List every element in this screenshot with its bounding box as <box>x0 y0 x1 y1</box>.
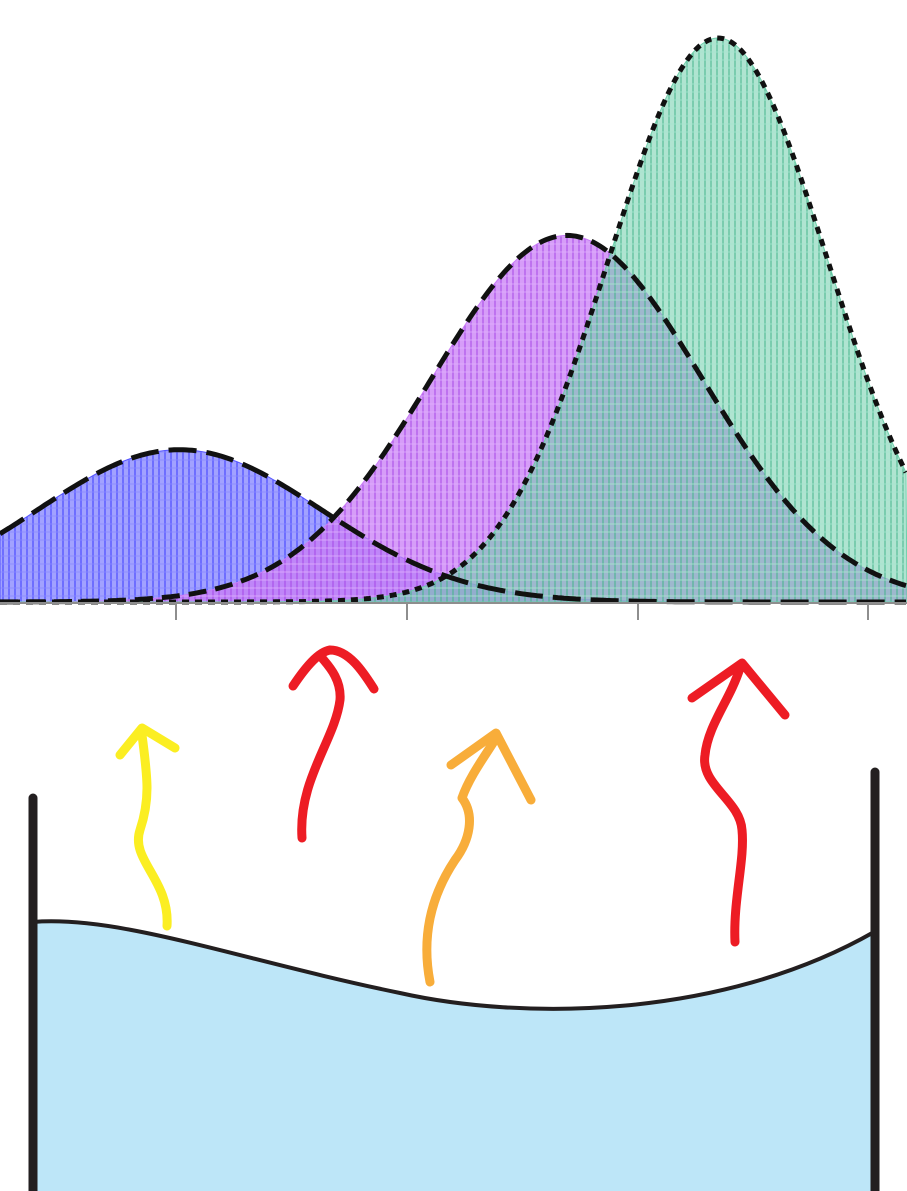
arrow-orange <box>422 728 536 987</box>
liquid <box>33 921 874 1191</box>
arrow-red-left <box>288 645 379 843</box>
energy-distribution-chart <box>0 35 907 620</box>
liquid-surface <box>32 919 875 1011</box>
fit-curve-3 <box>0 35 907 605</box>
fit-curve-2 <box>0 232 907 605</box>
arrow-red-right <box>687 658 790 947</box>
arrow-yellow <box>115 723 180 931</box>
